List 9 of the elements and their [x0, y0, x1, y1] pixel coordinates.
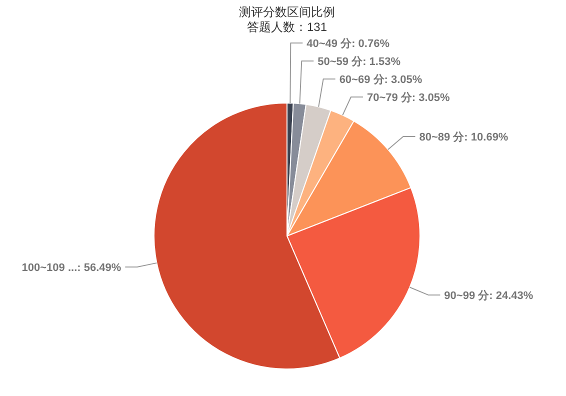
slice-label: 90~99 分: 24.43% [444, 288, 534, 302]
slice-label: 80~89 分: 10.69% [419, 130, 508, 144]
slice-label: 100~109 ...: 56.49% [22, 262, 122, 274]
slice-label: 50~59 分: 1.53% [318, 54, 401, 68]
slice-label: 40~49 分: 0.76% [306, 36, 390, 50]
slice-label: 70~79 分: 3.05% [366, 90, 450, 104]
slice-label: 60~69 分: 3.05% [339, 72, 422, 86]
chart-title: 测评分数区间比例 [239, 5, 335, 19]
chart-subtitle: 答题人数：131 [246, 20, 328, 34]
